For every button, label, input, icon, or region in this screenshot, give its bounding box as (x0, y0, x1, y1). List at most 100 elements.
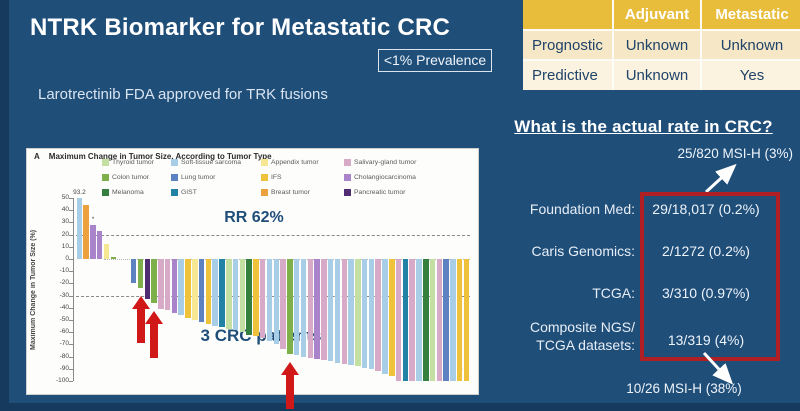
table-header-empty (523, 0, 612, 29)
y-tick-mark (69, 222, 73, 224)
crc-pointer-arrow-icon (280, 362, 299, 410)
msi-high-bottom-value: 10/26 MSI-H (38%) (626, 381, 742, 396)
legend-label: GIST (181, 189, 197, 196)
legend-swatch-icon (171, 174, 178, 181)
y-tick-label: -50 (59, 316, 69, 323)
y-tick-mark (69, 295, 73, 297)
bar-colon (137, 259, 144, 289)
bar-sts (212, 259, 218, 327)
bar-melanoma (423, 259, 429, 381)
y-tick-label: 40 (61, 206, 69, 214)
msi-high-top-value: 25/820 MSI-H (3%) (677, 146, 793, 161)
bar-salivary (321, 259, 327, 361)
bar-sts (361, 259, 368, 368)
bar-ifs (457, 259, 463, 381)
bar-chol (96, 230, 103, 259)
bar-salivary (260, 259, 266, 339)
bar-colon (151, 259, 157, 303)
legend-item-ifs: IFS (261, 174, 282, 181)
bar-sts (232, 259, 239, 330)
legend-item-lung: Lung tumor (171, 174, 215, 181)
y-tick-mark (69, 259, 73, 260)
y-tick-label: -30 (59, 291, 69, 299)
bar-pancreatic (144, 259, 150, 300)
bar-ifs (253, 259, 259, 336)
table-row-label: Predictive (523, 61, 612, 90)
bar-ifs (185, 259, 191, 318)
y-tick-mark (69, 381, 73, 382)
legend-label: Breast tumor (271, 189, 310, 196)
y-tick-label: -40 (59, 303, 69, 311)
bar-salivary (164, 259, 171, 311)
bar-appendix (192, 259, 198, 320)
legend-label: Pancreatic tumor (354, 189, 406, 196)
bar-thyroid (226, 259, 232, 329)
legend-swatch-icon (261, 174, 268, 181)
bar-value-label: 93.2 (73, 189, 86, 196)
rate-row-label: Caris Genomics: (531, 243, 635, 259)
bar-salivary (395, 259, 402, 381)
crc-pointer-arrow-icon (145, 310, 164, 358)
legend-item-salivary: Salivary-gland tumor (344, 159, 416, 166)
y-tick-label: 10 (61, 242, 69, 250)
bar-salivary (341, 259, 347, 364)
legend-item-breast: Breast tumor (261, 189, 310, 196)
bar-thyroid (429, 259, 436, 381)
legend-swatch-icon (102, 174, 109, 181)
table-cell: Unknown (614, 31, 700, 59)
table-cell: Unknown (614, 61, 700, 90)
bar-sts (368, 259, 375, 369)
bar-lung (198, 259, 205, 323)
rate-row-value: 3/310 (0.97%) (662, 285, 750, 301)
legend-label: Colon tumor (112, 174, 150, 181)
legend-swatch-icon (261, 159, 268, 166)
legend-swatch-icon (344, 189, 351, 196)
bar-gist (219, 259, 225, 328)
bar-chol (171, 259, 178, 313)
y-tick-label: 0 (65, 255, 69, 262)
legend-label: Soft-tissue sarcoma (181, 159, 242, 166)
legend-label: Appendix tumor (271, 159, 319, 166)
bar-sts (178, 259, 184, 316)
table-header-adjuvant: Adjuvant (614, 0, 700, 29)
legend-item-melanoma: Melanoma (102, 189, 144, 196)
table-header-metastatic: Metastatic (702, 0, 800, 29)
rate-row-label: Composite NGS/ TCGA datasets: (529, 319, 635, 353)
rate-row-label: TCGA: (592, 285, 635, 301)
bar-salivary (409, 259, 415, 381)
bar-sts (334, 259, 341, 363)
bar-sts (416, 259, 422, 381)
y-tick-label: 20 (61, 230, 69, 238)
y-tick-mark (69, 307, 73, 309)
y-tick-mark (69, 210, 73, 212)
y-tick-label: -90 (59, 364, 69, 372)
bar-sts (348, 259, 354, 366)
y-axis-title: Maximum Change in Tumor Size (%) (30, 229, 37, 350)
up-right-arrow-icon (704, 163, 737, 194)
legend-label: Thyroid tumor (112, 159, 154, 166)
bar-sts (382, 259, 388, 374)
bar-sts (273, 259, 280, 345)
bar-salivary (158, 259, 164, 310)
page-title: NTRK Biomarker for Metastatic CRC (30, 14, 451, 41)
y-tick-label: 30 (61, 218, 69, 226)
prevalence-badge: <1% Prevalence (378, 49, 492, 72)
legend-label: Melanoma (112, 189, 144, 196)
reference-line (76, 295, 470, 297)
response-rate-annotation: RR 62% (224, 209, 284, 226)
rate-heading: What is the actual rate in CRC? (514, 117, 773, 136)
bar-salivary (375, 259, 381, 372)
legend-swatch-icon (344, 174, 351, 181)
y-tick-mark (69, 344, 73, 346)
bar-salivary (436, 259, 443, 381)
y-axis-line (73, 198, 74, 381)
reference-line (104, 259, 470, 260)
left-accent-strip (0, 0, 9, 411)
table-cell: Yes (702, 61, 800, 90)
reference-line (76, 234, 470, 236)
bar-appendix (103, 244, 110, 259)
legend-swatch-icon (102, 159, 109, 166)
crc-pointer-arrow-icon (131, 296, 150, 344)
bar-thyroid (355, 259, 361, 367)
bar-sts (266, 259, 273, 341)
